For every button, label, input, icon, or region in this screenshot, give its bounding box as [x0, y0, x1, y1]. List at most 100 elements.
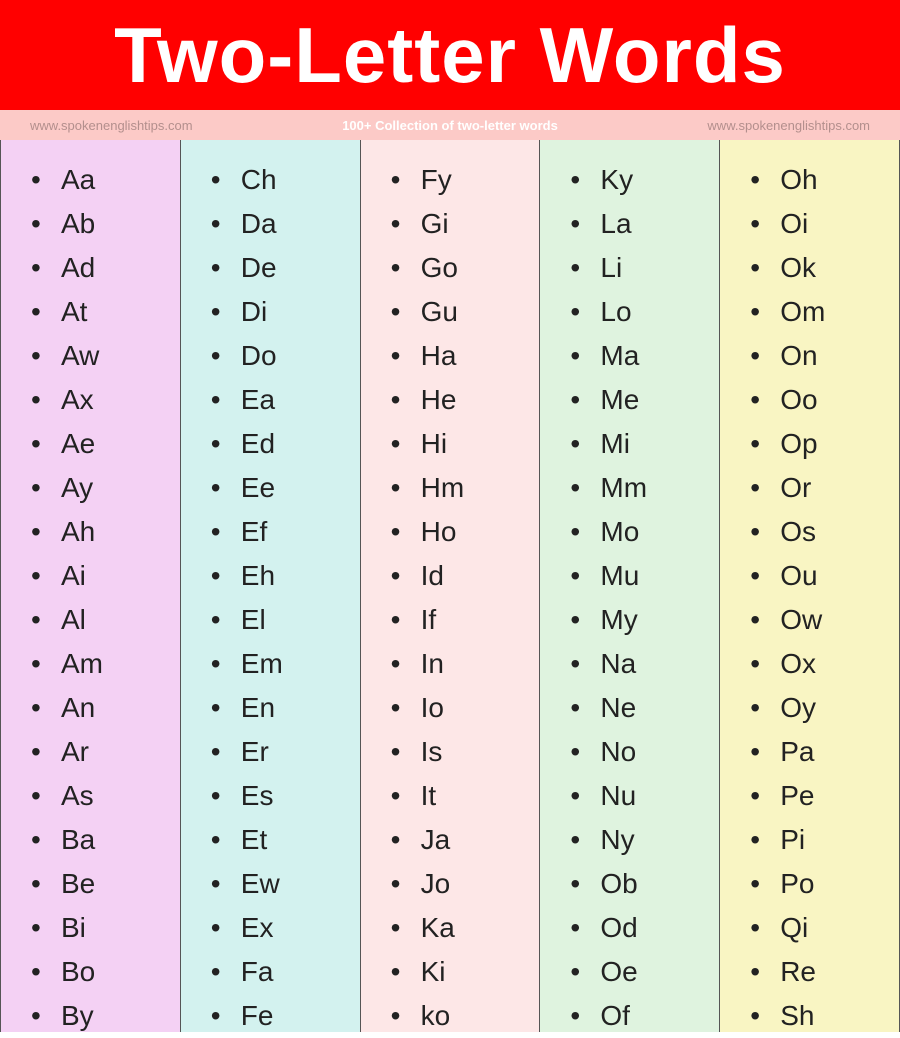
word-item: Or [750, 466, 899, 510]
word-item: Mu [570, 554, 719, 598]
word-item: Id [391, 554, 540, 598]
word-item: By [31, 994, 180, 1038]
word-item: La [570, 202, 719, 246]
word-item: Fe [211, 994, 360, 1038]
word-column-4: KyLaLiLoMaMeMiMmMoMuMyNaNeNoNuNyObOdOeOf [540, 140, 720, 1032]
word-item: Eh [211, 554, 360, 598]
word-item: It [391, 774, 540, 818]
word-item: He [391, 378, 540, 422]
word-item: Oo [750, 378, 899, 422]
word-item: Qi [750, 906, 899, 950]
word-item: Ma [570, 334, 719, 378]
word-item: Op [750, 422, 899, 466]
word-item: Do [211, 334, 360, 378]
word-item: Gi [391, 202, 540, 246]
word-list: AaAbAdAtAwAxAeAyAhAiAlAmAnArAsBaBeBiBoBy [31, 158, 180, 1038]
word-item: Ew [211, 862, 360, 906]
word-item: Mm [570, 466, 719, 510]
word-item: Ky [570, 158, 719, 202]
sub-header-right: www.spokenenglishtips.com [707, 118, 870, 133]
word-item: Ne [570, 686, 719, 730]
word-item: Lo [570, 290, 719, 334]
word-item: Ob [570, 862, 719, 906]
word-item: Ad [31, 246, 180, 290]
word-column-1: AaAbAdAtAwAxAeAyAhAiAlAmAnArAsBaBeBiBoBy [1, 140, 181, 1032]
word-list: KyLaLiLoMaMeMiMmMoMuMyNaNeNoNuNyObOdOeOf [570, 158, 719, 1038]
word-item: Gu [391, 290, 540, 334]
word-item: Be [31, 862, 180, 906]
word-item: Me [570, 378, 719, 422]
word-item: En [211, 686, 360, 730]
word-item: Ar [31, 730, 180, 774]
word-item: Ee [211, 466, 360, 510]
word-list: FyGiGoGuHaHeHiHmHoIdIfInIoIsItJaJoKaKiko [391, 158, 540, 1038]
word-item: Pi [750, 818, 899, 862]
word-item: Hm [391, 466, 540, 510]
word-item: Oi [750, 202, 899, 246]
word-list: OhOiOkOmOnOoOpOrOsOuOwOxOyPaPePiPoQiReSh [750, 158, 899, 1038]
word-column-3: FyGiGoGuHaHeHiHmHoIdIfInIoIsItJaJoKaKiko [361, 140, 541, 1032]
word-item: Al [31, 598, 180, 642]
word-item: Ex [211, 906, 360, 950]
word-item: Ef [211, 510, 360, 554]
word-item: My [570, 598, 719, 642]
sub-header-center: 100+ Collection of two-letter words [342, 118, 558, 133]
word-item: On [750, 334, 899, 378]
word-item: Od [570, 906, 719, 950]
word-item: Et [211, 818, 360, 862]
word-item: Ai [31, 554, 180, 598]
word-item: Ox [750, 642, 899, 686]
word-item: Ha [391, 334, 540, 378]
word-item: Om [750, 290, 899, 334]
word-item: Po [750, 862, 899, 906]
word-item: Ow [750, 598, 899, 642]
word-item: Os [750, 510, 899, 554]
word-item: Ax [31, 378, 180, 422]
word-item: Ja [391, 818, 540, 862]
word-item: Ba [31, 818, 180, 862]
word-item: Mi [570, 422, 719, 466]
word-item: At [31, 290, 180, 334]
word-item: Fy [391, 158, 540, 202]
word-item: Mo [570, 510, 719, 554]
word-item: Ay [31, 466, 180, 510]
word-item: Bi [31, 906, 180, 950]
word-item: Bo [31, 950, 180, 994]
word-item: Go [391, 246, 540, 290]
word-item: Ou [750, 554, 899, 598]
sub-header-left: www.spokenenglishtips.com [30, 118, 193, 133]
title-bar: Two-Letter Words [0, 0, 900, 110]
word-item: Nu [570, 774, 719, 818]
word-columns: AaAbAdAtAwAxAeAyAhAiAlAmAnArAsBaBeBiBoBy… [0, 140, 900, 1032]
word-item: Ho [391, 510, 540, 554]
word-item: Li [570, 246, 719, 290]
word-item: Na [570, 642, 719, 686]
word-item: Ae [31, 422, 180, 466]
word-item: Di [211, 290, 360, 334]
word-item: Ch [211, 158, 360, 202]
word-column-2: ChDaDeDiDoEaEdEeEfEhElEmEnErEsEtEwExFaFe [181, 140, 361, 1032]
word-item: Ny [570, 818, 719, 862]
word-item: Jo [391, 862, 540, 906]
word-item: Oe [570, 950, 719, 994]
word-item: In [391, 642, 540, 686]
word-item: Em [211, 642, 360, 686]
word-item: Ki [391, 950, 540, 994]
word-list: ChDaDeDiDoEaEdEeEfEhElEmEnErEsEtEwExFaFe [211, 158, 360, 1038]
word-item: Ka [391, 906, 540, 950]
page-title: Two-Letter Words [114, 10, 786, 101]
sub-header-bar: www.spokenenglishtips.com 100+ Collectio… [0, 110, 900, 140]
word-item: As [31, 774, 180, 818]
word-item: If [391, 598, 540, 642]
word-item: Hi [391, 422, 540, 466]
word-item: ko [391, 994, 540, 1038]
word-item: Oh [750, 158, 899, 202]
word-item: Re [750, 950, 899, 994]
word-item: Ah [31, 510, 180, 554]
word-item: Ok [750, 246, 899, 290]
word-item: Oy [750, 686, 899, 730]
word-item: Sh [750, 994, 899, 1038]
word-item: Of [570, 994, 719, 1038]
word-item: No [570, 730, 719, 774]
word-item: Aw [31, 334, 180, 378]
